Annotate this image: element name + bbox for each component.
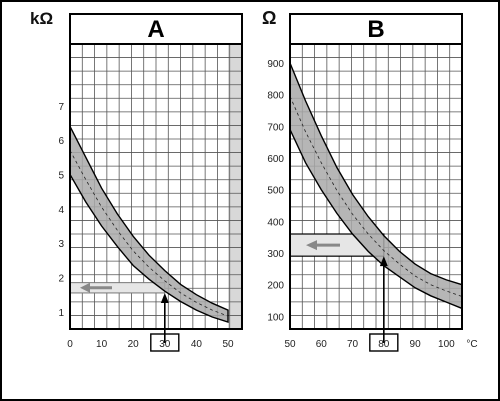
y-tick-label: 1: [58, 308, 64, 319]
y-tick-label: 5: [58, 170, 64, 181]
x-tick-label: 80: [378, 339, 390, 350]
x-tick-label: 40: [191, 339, 203, 350]
y-tick-label: 700: [267, 122, 284, 133]
y-tick-label: 2: [58, 273, 64, 284]
vertical-arrow-head: [160, 292, 169, 303]
x-unit-label: °C: [466, 339, 477, 350]
shaded-column: [228, 44, 242, 329]
y-tick-label: 300: [267, 249, 284, 260]
highlighted-x-box: [150, 333, 180, 352]
y-unit-label: Ω: [262, 8, 276, 28]
panel-a: AkΩ 1 2 3 4 5 6 7 0 10 20 30 40 50: [30, 9, 243, 352]
vertical-arrow-head: [379, 256, 388, 267]
x-tick-label: 50: [222, 339, 234, 350]
y-tick-label: 600: [267, 154, 284, 165]
x-tick-label: 100: [438, 339, 455, 350]
x-tick-label: 10: [96, 339, 108, 350]
y-tick-label: 100: [267, 312, 284, 323]
tolerance-band: [69, 126, 229, 324]
panel-title: B: [367, 16, 384, 43]
x-tick-label: 30: [159, 339, 171, 350]
y-tick-label: 6: [58, 136, 64, 147]
reading-arrow-head: [80, 282, 90, 293]
y-unit-label: kΩ: [30, 9, 53, 28]
x-tick-label: 90: [410, 339, 422, 350]
x-tick-label: 60: [316, 339, 328, 350]
y-tick-label: 500: [267, 186, 284, 197]
y-tick-label: 3: [58, 239, 64, 250]
panel-title: A: [147, 16, 164, 43]
x-tick-label: 20: [128, 339, 140, 350]
panel-b: B Ω 100 200 300 400 500 600 700 800 900 50 60 70 80 90 1…: [262, 8, 478, 352]
plot-border: [69, 43, 243, 330]
y-tick-label: 400: [267, 217, 284, 228]
reading-arrow-head: [306, 240, 317, 251]
x-tick-label: 0: [67, 339, 73, 350]
x-tick-label: 70: [347, 339, 359, 350]
plot-border: [289, 43, 463, 330]
y-tick-label: 200: [267, 281, 284, 292]
y-tick-label: 800: [267, 91, 284, 102]
y-tick-label: 7: [58, 102, 64, 113]
y-tick-label: 900: [267, 59, 284, 70]
y-tick-label: 4: [58, 205, 64, 216]
highlighted-x-box: [369, 333, 399, 352]
nominal-curve: [289, 96, 463, 297]
nominal-curve: [69, 150, 229, 317]
panel-header: [289, 13, 463, 45]
x-tick-label: 50: [284, 339, 296, 350]
